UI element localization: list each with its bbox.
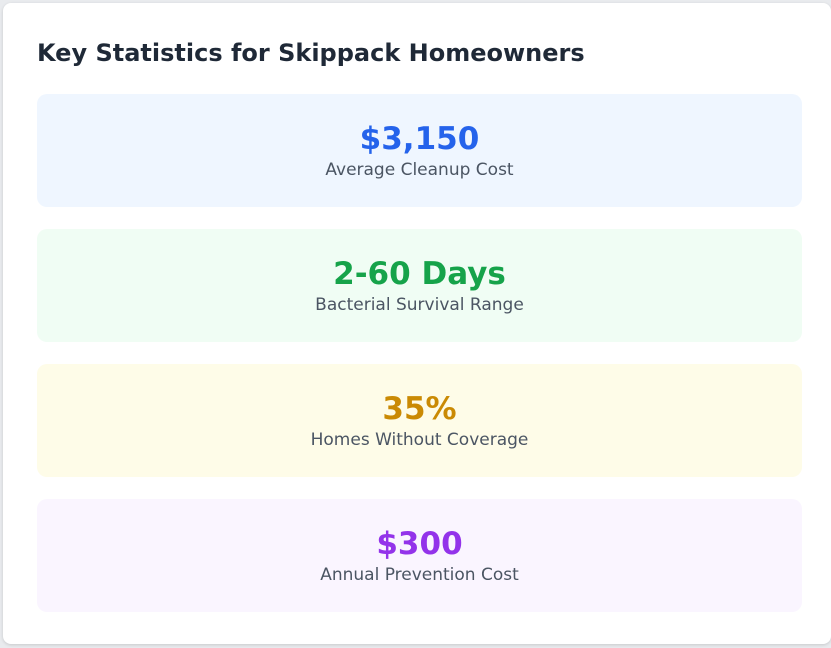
stat-label: Homes Without Coverage [310, 429, 529, 450]
stat-homes-without-coverage: 35% Homes Without Coverage [37, 364, 802, 477]
stats-list: $3,150 Average Cleanup Cost 2-60 Days Ba… [37, 94, 802, 634]
stat-label: Average Cleanup Cost [325, 159, 514, 180]
stat-average-cleanup-cost: $3,150 Average Cleanup Cost [37, 94, 802, 207]
stat-label: Bacterial Survival Range [315, 294, 524, 315]
stat-annual-prevention-cost: $300 Annual Prevention Cost [37, 499, 802, 612]
stat-value: 35% [382, 391, 457, 428]
stat-label: Annual Prevention Cost [320, 564, 519, 585]
page-title: Key Statistics for Skippack Homeowners [37, 39, 585, 67]
stat-value: $3,150 [359, 121, 480, 158]
statistics-card: Key Statistics for Skippack Homeowners $… [3, 3, 831, 644]
stat-value: 2-60 Days [333, 256, 506, 293]
stat-value: $300 [376, 526, 463, 563]
stat-bacterial-survival-range: 2-60 Days Bacterial Survival Range [37, 229, 802, 342]
